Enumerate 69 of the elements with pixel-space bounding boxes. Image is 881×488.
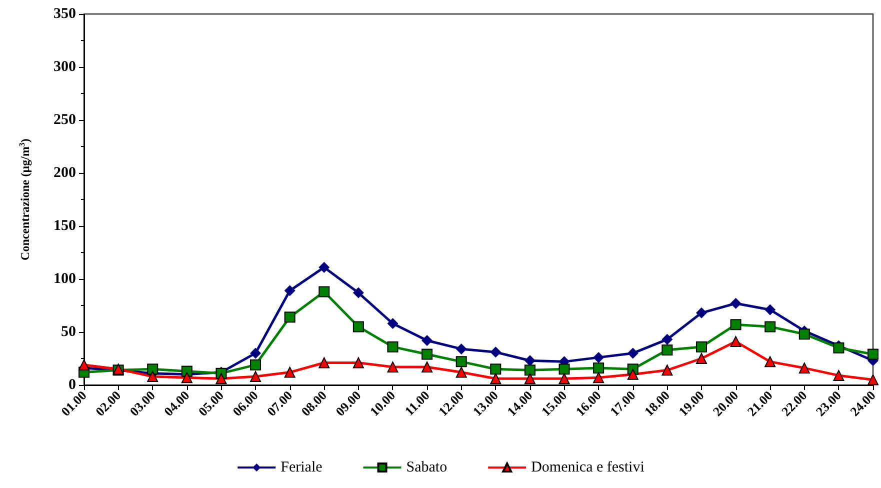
point: [422, 334, 433, 346]
point: [147, 364, 158, 375]
point: [593, 352, 604, 363]
point: [147, 371, 158, 382]
y-tick-label: 350: [54, 6, 76, 22]
point: [730, 298, 742, 309]
point: [558, 373, 570, 384]
point: [627, 348, 638, 359]
point: [558, 364, 570, 375]
y-axis-title: Concentrazione (µg/m3): [18, 138, 32, 260]
point: [524, 364, 536, 376]
point: [387, 361, 398, 372]
point: [868, 348, 878, 360]
point: [662, 334, 673, 345]
point: [593, 372, 604, 384]
y-tick-label: 50: [61, 324, 76, 340]
point: [216, 373, 227, 384]
point: [833, 370, 844, 381]
legend-label: Sabato: [406, 460, 448, 476]
point: [352, 357, 364, 368]
point: [696, 307, 707, 318]
point: [490, 364, 502, 375]
y-tick-label: 100: [54, 271, 76, 287]
point: [868, 374, 878, 386]
y-tick-label: 300: [54, 59, 76, 75]
point: [490, 346, 502, 358]
point: [352, 321, 364, 332]
point: [490, 373, 502, 384]
point: [181, 366, 192, 377]
point: [181, 372, 192, 384]
y-tick-label: 250: [54, 112, 76, 128]
y-tick-label: 150: [54, 218, 76, 234]
y-tick-label: 0: [68, 377, 76, 393]
point: [730, 336, 742, 348]
point: [284, 312, 296, 323]
point: [422, 361, 433, 372]
point: [662, 364, 673, 376]
point: [764, 321, 776, 332]
point: [284, 366, 296, 378]
point: [250, 371, 262, 382]
point: [764, 304, 776, 316]
point: [250, 359, 262, 370]
point: [456, 356, 467, 368]
point: [284, 285, 296, 296]
point: [318, 262, 330, 273]
point: [456, 366, 467, 378]
y-tick-label: 200: [54, 165, 76, 181]
point: [387, 318, 398, 330]
legend-label: Domenica e festivi: [531, 460, 644, 476]
point: [524, 373, 536, 384]
point: [696, 353, 707, 364]
point: [456, 343, 467, 354]
point: [318, 286, 330, 298]
point: [78, 359, 90, 370]
point: [764, 356, 776, 368]
point: [422, 348, 433, 360]
legend-label: Feriale: [280, 460, 323, 476]
point: [798, 328, 810, 340]
point: [250, 348, 262, 359]
point: [352, 287, 364, 298]
point: [318, 357, 330, 368]
point: [524, 355, 536, 366]
point: [696, 341, 707, 352]
point: [627, 368, 638, 380]
point: [593, 362, 604, 374]
point: [387, 341, 398, 352]
point: [730, 319, 742, 330]
point: [662, 344, 673, 356]
point: [798, 362, 810, 374]
